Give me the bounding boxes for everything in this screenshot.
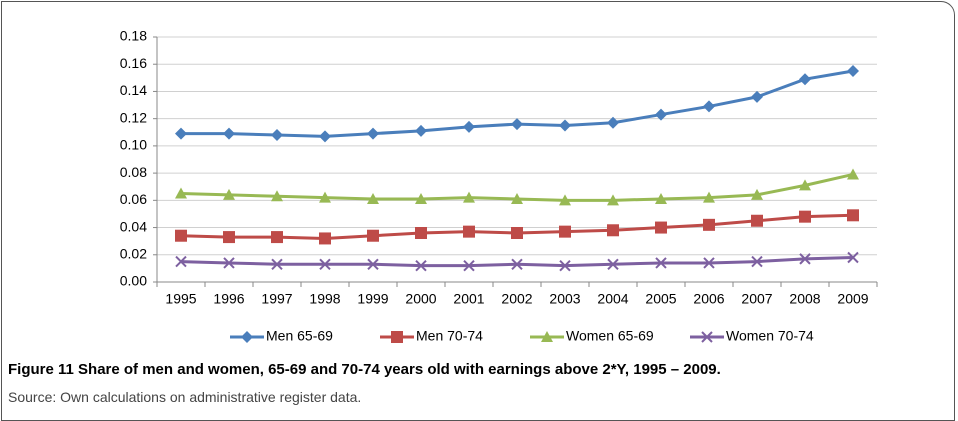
figure-label: Figure 11 (8, 361, 74, 378)
y-tick-label: 0.08 (120, 164, 147, 180)
x-tick-label: 2005 (645, 291, 676, 307)
point-marker (367, 229, 379, 242)
legend-label: Men 65-69 (266, 328, 333, 344)
x-tick-label: 1995 (165, 291, 196, 307)
point-marker (223, 188, 235, 200)
figure-caption: Figure 11 Share of men and women, 65-69 … (8, 361, 721, 378)
point-marker (607, 194, 619, 206)
point-marker (511, 227, 523, 239)
point-marker (319, 130, 331, 143)
point-marker (463, 259, 475, 272)
point-marker (367, 192, 379, 204)
point-marker (175, 255, 187, 268)
point-marker (271, 190, 283, 202)
point-marker (415, 124, 427, 137)
point-marker (751, 90, 763, 103)
point-marker (607, 116, 619, 129)
figure-source: Source: Own calculations on administrati… (8, 389, 362, 405)
point-marker (655, 192, 667, 204)
point-marker (751, 255, 763, 268)
point-marker (655, 221, 667, 234)
point-marker (175, 229, 187, 242)
point-marker (511, 118, 523, 131)
point-marker (271, 231, 283, 244)
caption-text: Share of men and women, 65-69 and 70-74 … (78, 361, 721, 378)
point-marker (463, 120, 475, 133)
legend-marker (541, 331, 553, 342)
x-tick-label: 2006 (693, 291, 724, 307)
point-marker (799, 210, 811, 223)
point-marker (463, 225, 475, 238)
point-marker (367, 258, 379, 271)
point-marker (319, 191, 331, 203)
y-tick-label: 0.14 (120, 82, 147, 98)
point-marker (847, 168, 859, 180)
point-marker (223, 127, 235, 140)
point-marker (751, 188, 763, 200)
point-marker (703, 191, 715, 203)
x-tick-label: 2007 (741, 291, 772, 307)
point-marker (703, 100, 715, 113)
x-tick-label: 2008 (789, 291, 820, 307)
point-marker (271, 258, 283, 271)
point-marker (463, 191, 475, 203)
point-marker (751, 214, 763, 227)
y-tick-label: 0.02 (120, 245, 147, 261)
y-tick-label: 0.00 (120, 273, 147, 289)
point-marker (559, 225, 571, 238)
point-marker (607, 258, 619, 271)
legend-marker (701, 331, 713, 343)
x-tick-label: 2001 (453, 291, 484, 307)
point-marker (367, 127, 379, 140)
x-tick-label: 2003 (549, 291, 580, 307)
x-tick-label: 2000 (405, 291, 436, 307)
x-tick-label: 1998 (309, 291, 340, 307)
legend-label: Women 70-74 (726, 328, 814, 344)
legend-label: Women 65-69 (566, 328, 654, 344)
x-tick-label: 1997 (261, 291, 292, 307)
point-marker (655, 257, 667, 269)
chart: 0.00 0.02 0.04 0.06 0.08 0.10 0.12 0.14 0.16 0.18… (120, 28, 878, 344)
point-marker (559, 194, 571, 206)
x-tick-label: 2004 (597, 291, 628, 307)
point-marker (799, 253, 811, 265)
point-marker (271, 129, 283, 141)
point-marker (223, 257, 235, 269)
point-marker (847, 65, 859, 78)
x-tick-label: 1996 (213, 291, 244, 307)
point-marker (559, 259, 571, 272)
y-tick-label: 0.12 (120, 109, 147, 125)
y-tick-label: 0.16 (120, 55, 147, 71)
y-tick-label: 0.10 (120, 137, 147, 153)
point-marker (847, 251, 859, 264)
point-marker (319, 232, 331, 245)
point-marker (703, 257, 715, 269)
point-marker (655, 108, 667, 121)
point-marker (703, 218, 715, 231)
y-tick-label: 0.18 (120, 28, 147, 44)
point-marker (175, 187, 187, 199)
legend-marker (391, 331, 403, 343)
y-tick-label: 0.06 (120, 191, 147, 207)
point-marker (559, 119, 571, 132)
y-tick-label: 0.04 (120, 218, 147, 234)
point-marker (415, 259, 427, 272)
point-marker (511, 192, 523, 204)
point-marker (415, 227, 427, 239)
point-marker (799, 179, 811, 191)
point-marker (175, 127, 187, 140)
x-tick-label: 1999 (357, 291, 388, 307)
legend-label: Men 70-74 (416, 328, 483, 344)
point-marker (319, 258, 331, 271)
x-tick-label: 2002 (501, 291, 532, 307)
point-marker (223, 231, 235, 244)
legend-marker (241, 331, 253, 343)
point-marker (799, 73, 811, 86)
point-marker (415, 192, 427, 204)
x-tick-label: 2009 (837, 291, 868, 307)
point-marker (511, 258, 523, 271)
point-marker (607, 224, 619, 237)
point-marker (847, 209, 859, 222)
